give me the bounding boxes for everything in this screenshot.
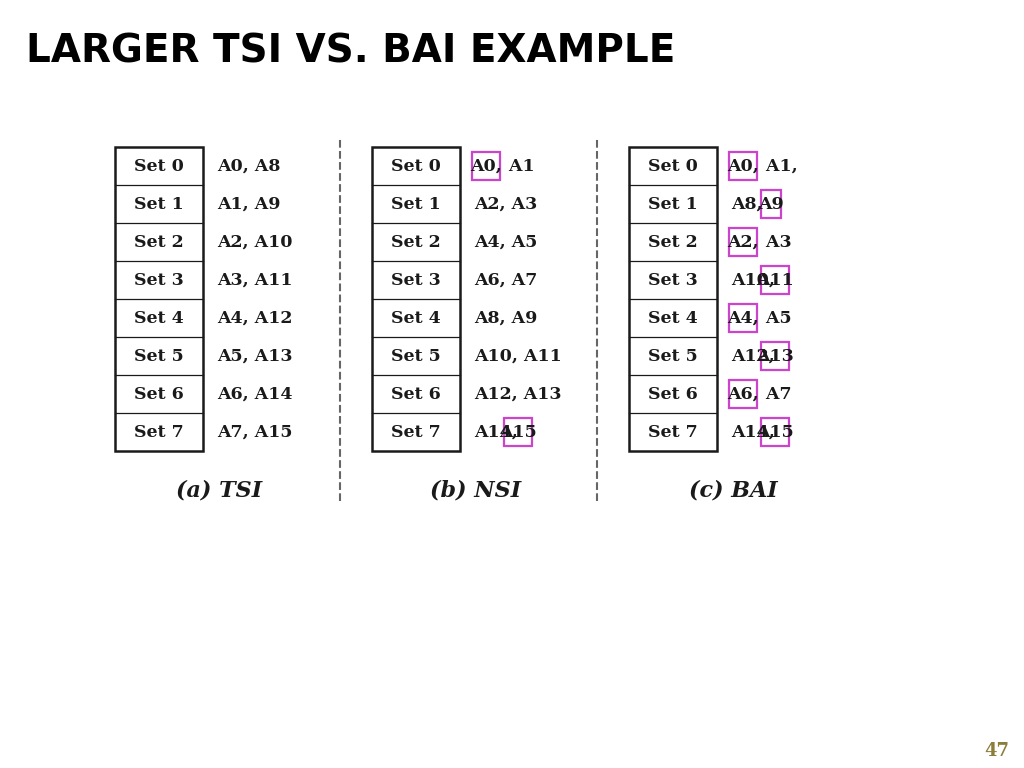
Text: Set 6: Set 6 — [648, 386, 698, 402]
Bar — [729, 304, 757, 332]
Text: A0, A8: A0, A8 — [217, 157, 281, 174]
Text: A7, A15: A7, A15 — [217, 424, 293, 441]
Text: A15: A15 — [499, 424, 537, 441]
Text: Set 0: Set 0 — [134, 157, 184, 174]
Text: A1, A9: A1, A9 — [217, 196, 281, 213]
Text: A2, A3: A2, A3 — [474, 196, 538, 213]
Text: A5, A13: A5, A13 — [217, 348, 293, 365]
Text: A2, A10: A2, A10 — [217, 233, 293, 250]
Text: A14,: A14, — [474, 424, 518, 441]
Text: A6, A7: A6, A7 — [474, 272, 538, 289]
Bar — [472, 153, 500, 180]
Text: Set 7: Set 7 — [391, 424, 441, 441]
Text: (c) BAI: (c) BAI — [689, 479, 777, 502]
Bar — [761, 343, 790, 370]
Text: Set 3: Set 3 — [391, 272, 441, 289]
Text: A9: A9 — [758, 196, 784, 213]
Text: A0,: A0, — [470, 157, 502, 174]
Text: Set 4: Set 4 — [648, 310, 698, 326]
Text: A8,: A8, — [731, 196, 763, 213]
Text: A3, A11: A3, A11 — [217, 272, 293, 289]
Text: Set 5: Set 5 — [134, 348, 184, 365]
Text: A15: A15 — [756, 424, 794, 441]
Text: Set 3: Set 3 — [134, 272, 184, 289]
Bar — [761, 419, 790, 446]
Text: A6,: A6, — [727, 386, 759, 402]
Text: Set 5: Set 5 — [391, 348, 441, 365]
Text: 47: 47 — [984, 742, 1009, 760]
Text: A13: A13 — [756, 348, 794, 365]
Text: A8, A9: A8, A9 — [474, 310, 538, 326]
Bar — [629, 147, 717, 451]
Text: A4,: A4, — [727, 310, 759, 326]
Bar — [761, 190, 781, 218]
Text: A4, A12: A4, A12 — [217, 310, 293, 326]
Text: Set 7: Set 7 — [134, 424, 184, 441]
Text: A1,: A1, — [760, 157, 798, 174]
Text: Set 1: Set 1 — [391, 196, 441, 213]
Text: Set 1: Set 1 — [648, 196, 698, 213]
Text: Set 1: Set 1 — [134, 196, 184, 213]
Text: Set 4: Set 4 — [391, 310, 441, 326]
Text: Set 2: Set 2 — [391, 233, 440, 250]
Text: A3: A3 — [760, 233, 792, 250]
Text: A4, A5: A4, A5 — [474, 233, 538, 250]
Text: A7: A7 — [760, 386, 792, 402]
Text: Set 0: Set 0 — [648, 157, 698, 174]
Bar — [504, 419, 532, 446]
Text: A10, A11: A10, A11 — [474, 348, 562, 365]
Text: Set 0: Set 0 — [391, 157, 441, 174]
Text: Set 2: Set 2 — [134, 233, 184, 250]
Bar — [729, 380, 757, 408]
Bar — [729, 228, 757, 256]
Text: (a) TSI: (a) TSI — [176, 479, 262, 502]
Text: LARGER TSI VS. BAI EXAMPLE: LARGER TSI VS. BAI EXAMPLE — [26, 32, 675, 71]
Text: (b) NSI: (b) NSI — [430, 479, 521, 502]
Text: Set 3: Set 3 — [648, 272, 698, 289]
Text: Set 4: Set 4 — [134, 310, 184, 326]
Text: A6, A14: A6, A14 — [217, 386, 293, 402]
Text: A10,: A10, — [731, 272, 775, 289]
Bar — [761, 266, 790, 294]
Text: Set 6: Set 6 — [134, 386, 184, 402]
Bar — [729, 153, 757, 180]
Text: A14,: A14, — [731, 424, 775, 441]
Text: Set 5: Set 5 — [648, 348, 698, 365]
Text: A12,: A12, — [731, 348, 775, 365]
Text: A11: A11 — [756, 272, 794, 289]
Bar — [372, 147, 460, 451]
Text: A2,: A2, — [727, 233, 759, 250]
Text: Set 2: Set 2 — [648, 233, 697, 250]
Text: A5: A5 — [760, 310, 792, 326]
Text: Set 6: Set 6 — [391, 386, 441, 402]
Text: A0,: A0, — [727, 157, 759, 174]
Text: A1: A1 — [503, 157, 535, 174]
Text: A12, A13: A12, A13 — [474, 386, 561, 402]
Bar — [115, 147, 203, 451]
Text: Set 7: Set 7 — [648, 424, 698, 441]
